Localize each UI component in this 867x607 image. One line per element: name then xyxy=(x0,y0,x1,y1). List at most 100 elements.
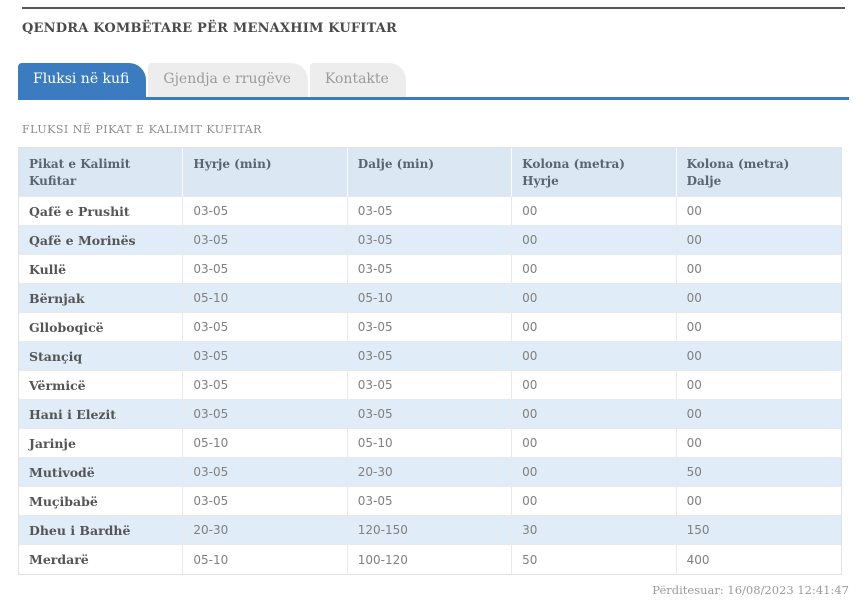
cell-hyrje: 03-05 xyxy=(183,255,348,284)
table-row: Vërmicë 03-05 03-05 00 00 xyxy=(19,371,841,400)
tab-underline xyxy=(18,97,849,100)
col-header-subline: Dalje xyxy=(686,174,722,188)
col-header-label: Dalje (min) xyxy=(357,157,435,171)
cell-dalje: 03-05 xyxy=(347,371,513,400)
tab-gjendja-e-rrugeve[interactable]: Gjendja e rrugëve xyxy=(148,63,308,97)
cell-hyrje: 03-05 xyxy=(183,342,348,371)
table-header-row: Pikat e Kalimit Kufitar Hyrje (min) Dalj… xyxy=(19,148,841,197)
cell-hyrje: 03-05 xyxy=(183,313,348,342)
tab-kontakte[interactable]: Kontakte xyxy=(309,63,406,97)
crossing-point-name: Vërmicë xyxy=(19,371,184,400)
table-row: Hani i Elezit 03-05 03-05 00 00 xyxy=(19,400,841,429)
crossing-point-name: Merdarë xyxy=(19,545,184,574)
col-header-label: Kolona (metra) xyxy=(686,157,790,171)
last-updated: Përditesuar: 16/08/2023 12:41:47 xyxy=(652,583,849,597)
crossing-point-name: Hani i Elezit xyxy=(19,400,184,429)
cell-kolona_dalje: 50 xyxy=(676,458,841,487)
col-header-kolona-hyrje: Kolona (metra) Hyrje xyxy=(512,148,677,197)
cell-hyrje: 03-05 xyxy=(183,226,348,255)
cell-kolona_hyrje: 00 xyxy=(512,487,677,516)
crossing-point-name: Kullë xyxy=(19,255,184,284)
col-header-kolona-dalje: Kolona (metra) Dalje xyxy=(676,148,841,197)
cell-dalje: 03-05 xyxy=(347,400,513,429)
cell-kolona_dalje: 00 xyxy=(676,284,841,313)
col-header-dalje-min: Dalje (min) xyxy=(347,148,513,197)
cell-hyrje: 05-10 xyxy=(183,429,348,458)
cell-hyrje: 03-05 xyxy=(183,487,348,516)
table-row: Mutivodë 03-05 20-30 00 50 xyxy=(19,458,841,487)
col-header-subline: Hyrje xyxy=(522,174,559,188)
table-row: Bërnjak 05-10 05-10 00 00 xyxy=(19,284,841,313)
table-row: Glloboqicë 03-05 03-05 00 00 xyxy=(19,313,841,342)
cell-kolona_hyrje: 00 xyxy=(512,342,677,371)
page: QENDRA KOMBËTARE PËR MENAXHIM KUFITAR Fl… xyxy=(0,7,867,607)
crossing-point-name: Jarinje xyxy=(19,429,184,458)
table-row: Stançiq 03-05 03-05 00 00 xyxy=(19,342,841,371)
table-row: Dheu i Bardhë 20-30 120-150 30 150 xyxy=(19,516,841,545)
cell-dalje: 05-10 xyxy=(347,429,513,458)
cell-dalje: 03-05 xyxy=(347,313,513,342)
crossing-point-name: Stançiq xyxy=(19,342,184,371)
cell-hyrje: 20-30 xyxy=(183,516,348,545)
table-row: Qafë e Prushit 03-05 03-05 00 00 xyxy=(19,197,841,226)
table-row: Merdarë 05-10 100-120 50 400 xyxy=(19,545,841,574)
cell-dalje: 05-10 xyxy=(347,284,513,313)
cell-kolona_dalje: 150 xyxy=(676,516,841,545)
top-divider xyxy=(22,7,845,9)
cell-kolona_hyrje: 00 xyxy=(512,226,677,255)
cell-kolona_hyrje: 00 xyxy=(512,313,677,342)
table-row: Jarinje 05-10 05-10 00 00 xyxy=(19,429,841,458)
table-row: Muçibabë 03-05 03-05 00 00 xyxy=(19,487,841,516)
crossing-point-name: Bërnjak xyxy=(19,284,184,313)
cell-kolona_hyrje: 00 xyxy=(512,429,677,458)
cell-dalje: 03-05 xyxy=(347,342,513,371)
cell-kolona_hyrje: 00 xyxy=(512,255,677,284)
cell-hyrje: 03-05 xyxy=(183,458,348,487)
cell-kolona_hyrje: 00 xyxy=(512,284,677,313)
cell-kolona_dalje: 00 xyxy=(676,429,841,458)
cell-kolona_hyrje: 30 xyxy=(512,516,677,545)
cell-kolona_hyrje: 00 xyxy=(512,400,677,429)
cell-hyrje: 03-05 xyxy=(183,400,348,429)
cell-dalje: 100-120 xyxy=(348,545,513,574)
cell-kolona_hyrje: 50 xyxy=(512,545,677,574)
crossing-point-name: Muçibabë xyxy=(19,487,184,516)
table-row: Kullë 03-05 03-05 00 00 xyxy=(19,255,841,284)
cell-dalje: 03-05 xyxy=(347,487,513,516)
crossing-point-name: Qafë e Morinës xyxy=(19,226,184,255)
crossing-point-name: Glloboqicë xyxy=(19,313,184,342)
col-header-hyrje-min: Hyrje (min) xyxy=(183,148,348,197)
border-crossings-table: Pikat e Kalimit Kufitar Hyrje (min) Dalj… xyxy=(18,147,842,575)
col-header-label: Pikat e Kalimit Kufitar xyxy=(29,157,131,188)
page-title: QENDRA KOMBËTARE PËR MENAXHIM KUFITAR xyxy=(22,21,398,36)
cell-hyrje: 05-10 xyxy=(183,284,348,313)
cell-kolona_hyrje: 00 xyxy=(512,458,677,487)
cell-kolona_dalje: 00 xyxy=(676,371,841,400)
section-heading: FLUKSI NË PIKAT E KALIMIT KUFITAR xyxy=(22,123,262,136)
cell-kolona_dalje: 00 xyxy=(676,342,841,371)
cell-dalje: 03-05 xyxy=(347,197,513,226)
cell-kolona_dalje: 400 xyxy=(686,552,710,567)
tab-bar: Fluksi në kufi Gjendja e rrugëve Kontakt… xyxy=(18,63,849,97)
col-header-crossing-point: Pikat e Kalimit Kufitar xyxy=(19,148,184,197)
cell-kolona_hyrje: 00 xyxy=(512,371,677,400)
crossing-point-name: Dheu i Bardhë xyxy=(19,516,184,545)
crossing-point-name: Qafë e Prushit xyxy=(19,197,184,226)
col-header-label: Kolona (metra) xyxy=(522,157,625,171)
crossing-point-name: Mutivodë xyxy=(19,458,184,487)
cell-kolona_dalje: 00 xyxy=(676,255,841,284)
cell-hyrje: 03-05 xyxy=(183,197,348,226)
crossing-table-body: Qafë e Prushit 03-05 03-05 00 00 Qafë e Morin… xyxy=(19,197,841,574)
col-header-label: Hyrje (min) xyxy=(193,157,272,171)
tab-fluksi-ne-kufi[interactable]: Fluksi në kufi xyxy=(18,63,147,97)
cell-kolona_hyrje: 00 xyxy=(512,197,677,226)
cell-kolona_dalje: 00 xyxy=(676,313,841,342)
cell-kolona_dalje: 00 xyxy=(676,226,841,255)
cell-kolona_dalje: 00 xyxy=(676,400,841,429)
table-row: Qafë e Morinës 03-05 03-05 00 00 xyxy=(19,226,841,255)
cell-dalje: 03-05 xyxy=(347,255,513,284)
cell-kolona_dalje: 00 xyxy=(676,197,841,226)
cell-kolona_dalje: 00 xyxy=(676,487,841,516)
cell-hyrje: 03-05 xyxy=(183,371,348,400)
cell-hyrje: 05-10 xyxy=(183,545,348,574)
